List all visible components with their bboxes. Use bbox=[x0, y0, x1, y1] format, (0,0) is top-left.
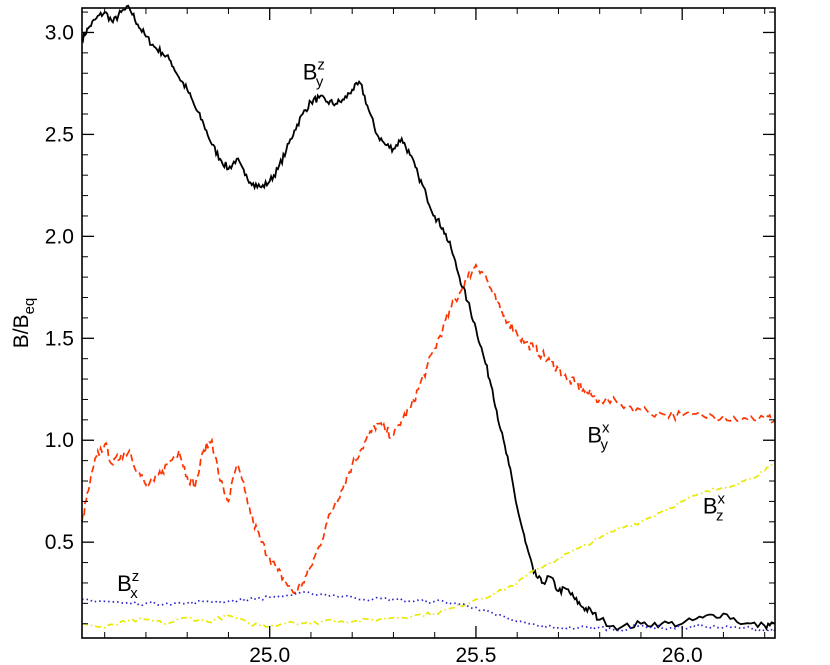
y-tick-label-5: 3.0 bbox=[45, 21, 74, 44]
y-axis-label-sub: eq bbox=[21, 298, 38, 315]
series-label-sup: z bbox=[317, 56, 325, 73]
series-label-2: Bx z bbox=[703, 491, 726, 525]
y-tick-label-0: 0.5 bbox=[45, 531, 74, 554]
series-label-main: B bbox=[117, 571, 132, 596]
series-label-0: Bz y bbox=[303, 56, 325, 90]
series-label-sup: x bbox=[718, 491, 726, 508]
series-label-sup: x bbox=[602, 419, 610, 436]
y-axis-label: B/Beq bbox=[10, 298, 38, 349]
y-tick-label-2: 1.5 bbox=[45, 327, 74, 350]
series-label-sub: x bbox=[130, 585, 138, 602]
series-label-sub: y bbox=[316, 73, 324, 90]
series-label-sup: z bbox=[132, 568, 140, 585]
y-tick-label-1: 1.0 bbox=[45, 429, 74, 452]
plot-frame bbox=[81, 7, 776, 639]
x-tick-label-2: 26.0 bbox=[662, 644, 703, 665]
y-axis-label-main: B/B bbox=[10, 314, 33, 348]
series-layer bbox=[81, 4, 776, 634]
y-tick-label-3: 2.0 bbox=[45, 225, 74, 248]
series-label-sub: y bbox=[601, 436, 609, 453]
labels-layer: 0.51.01.52.02.53.025.0 25.5 26.0Bz yBx yBx zB… bbox=[45, 21, 726, 665]
series-label-sub: z bbox=[716, 508, 724, 525]
series-line-2 bbox=[81, 463, 776, 629]
series-line-3 bbox=[81, 591, 776, 634]
series-label-main: B bbox=[303, 59, 318, 84]
x-tick-label-0: 25.0 bbox=[249, 644, 290, 665]
series-line-1 bbox=[81, 262, 776, 595]
ticks-layer bbox=[82, 8, 775, 638]
series-label-1: Bx y bbox=[587, 419, 610, 453]
x-tick-label-1: 25.5 bbox=[456, 644, 497, 665]
y-tick-label-4: 2.5 bbox=[45, 123, 74, 146]
series-label-3: Bz x bbox=[117, 568, 139, 602]
series-label-main: B bbox=[587, 422, 602, 447]
series-line-0 bbox=[81, 4, 776, 632]
series-label-main: B bbox=[703, 494, 718, 519]
